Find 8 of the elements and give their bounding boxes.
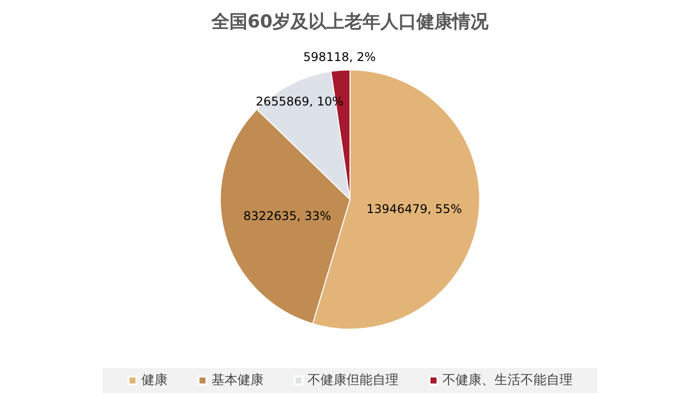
legend-label: 健康: [142, 373, 168, 388]
data-label: 13946479, 55%: [366, 202, 462, 216]
data-label: 598118, 2%: [303, 50, 376, 64]
legend-label: 基本健康: [212, 373, 264, 388]
legend-label: 不健康但能自理: [308, 373, 398, 388]
legend-label: 不健康、生活不能自理: [442, 373, 572, 388]
chart-title: 全国60岁及以上老年人口健康情况: [210, 12, 490, 32]
data-label: 8322635, 33%: [243, 208, 332, 223]
